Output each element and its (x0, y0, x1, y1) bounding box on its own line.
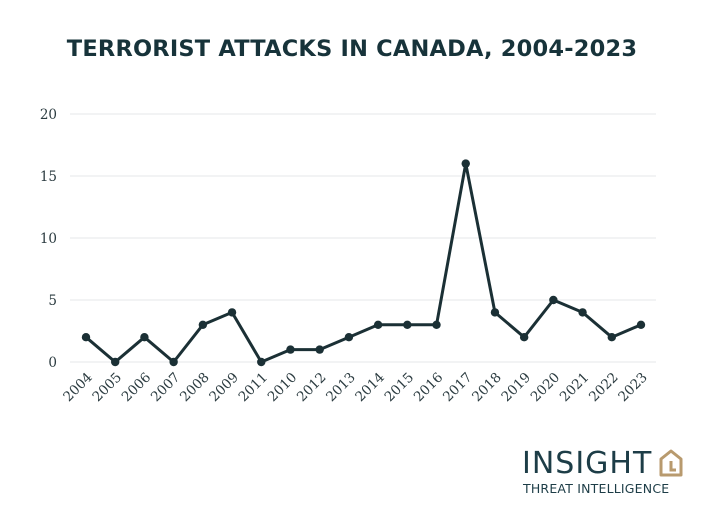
x-tick-label: 2011 (235, 370, 271, 406)
data-point-2014 (373, 320, 383, 329)
logo-tagline: THREAT INTELLIGENCE (523, 481, 670, 496)
y-tick-label: 0 (48, 355, 57, 371)
x-tick-label: 2021 (557, 370, 593, 406)
y-tick-label: 10 (40, 231, 57, 247)
data-point-2015 (403, 320, 412, 329)
data-point-2018 (490, 308, 500, 317)
insight-logo: INSIGHT THREAT INTELLIGENCE (520, 446, 692, 500)
y-tick-label: 15 (40, 169, 57, 185)
x-tick-label: 2015 (382, 370, 418, 406)
y-tick-label: 20 (40, 107, 57, 123)
x-tick-label: 2008 (177, 370, 213, 406)
data-point-2011 (257, 357, 266, 367)
data-point-2007 (169, 357, 178, 367)
x-tick-label: 2006 (119, 370, 155, 406)
data-point-2005 (111, 357, 120, 367)
data-point-2006 (140, 333, 149, 342)
data-point-2009 (227, 308, 237, 317)
x-tick-label: 2017 (440, 370, 476, 406)
x-tick-label: 2019 (498, 370, 534, 406)
data-point-2004 (81, 333, 91, 342)
x-tick-label: 2013 (323, 370, 359, 406)
x-tick-label: 2016 (411, 370, 447, 406)
x-tick-label: 2012 (294, 370, 330, 406)
y-axis-ticks: 0 5 10 15 20 (40, 107, 57, 371)
data-point-2020 (549, 295, 558, 305)
x-tick-label: 2018 (469, 370, 505, 406)
grid-lines (70, 113, 656, 363)
data-point-2019 (519, 333, 529, 342)
x-tick-label: 2004 (60, 370, 96, 406)
data-point-2023 (636, 320, 646, 329)
data-point-2017 (461, 159, 470, 168)
chart-title: TERRORIST ATTACKS IN CANADA, 2004-2023 (66, 36, 638, 62)
x-tick-label: 2022 (586, 370, 622, 406)
logo-brand: INSIGHT (522, 446, 653, 481)
data-point-2010 (286, 345, 295, 354)
y-tick-label: 5 (48, 293, 57, 309)
x-tick-label: 2009 (206, 370, 242, 406)
data-point-2013 (344, 333, 354, 342)
x-tick-label: 2007 (148, 370, 184, 406)
data-point-2016 (432, 320, 441, 329)
x-tick-label: 2005 (89, 370, 125, 406)
data-point-2022 (607, 333, 616, 342)
x-tick-label: 2014 (352, 370, 388, 406)
x-tick-label: 2020 (528, 370, 564, 406)
house-mark-icon (659, 449, 683, 477)
data-points (81, 159, 646, 367)
data-point-2021 (578, 308, 587, 317)
x-axis-ticks: 2004200520062007200820092011201020122013… (60, 370, 651, 406)
series-line (85, 162, 642, 364)
data-point-2012 (315, 345, 324, 354)
x-tick-label: 2010 (265, 370, 301, 406)
x-tick-label: 2023 (615, 370, 651, 406)
data-point-2008 (198, 320, 208, 329)
